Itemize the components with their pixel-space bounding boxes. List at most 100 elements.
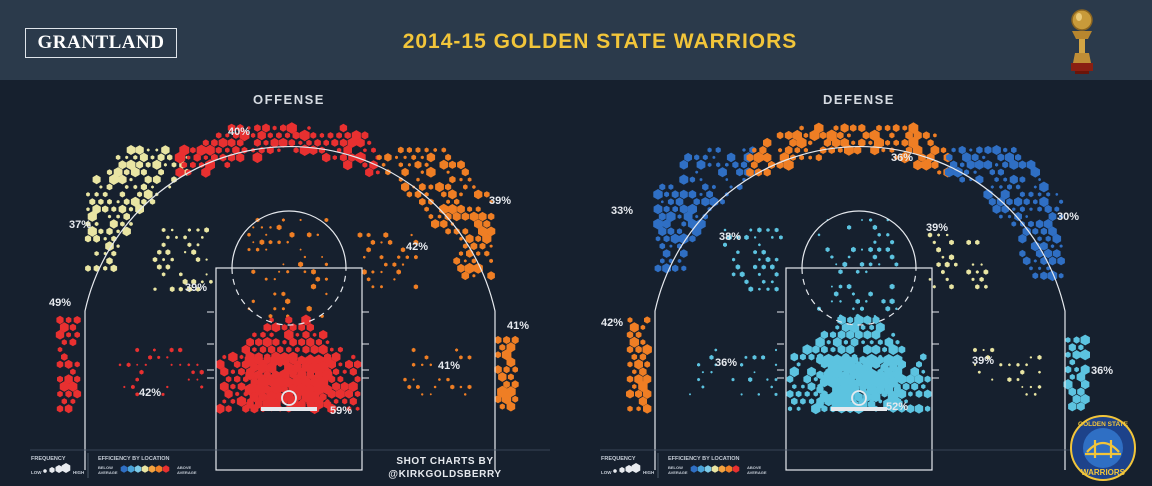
legend-frequency-label: FREQUENCY [601, 456, 636, 462]
chart-mark [312, 332, 317, 337]
chart-mark [116, 200, 120, 204]
chart-mark [799, 125, 804, 131]
chart-mark [974, 363, 976, 366]
zone-pct-label: 39% [489, 195, 511, 207]
chart-mark [667, 227, 675, 236]
chart-mark [338, 362, 343, 367]
chart-mark [659, 242, 666, 250]
chart-mark [807, 382, 816, 392]
chart-mark [55, 329, 65, 340]
chart-mark [1068, 401, 1077, 412]
chart-mark [371, 147, 376, 153]
chart-mark [416, 177, 420, 182]
chart-mark [846, 330, 855, 340]
chart-mark [884, 124, 891, 132]
chart-mark [254, 124, 261, 132]
chart-mark [301, 391, 311, 403]
chart-mark [774, 363, 778, 367]
chart-mark [658, 226, 667, 237]
chart-mark [464, 262, 475, 274]
chart-mark [991, 378, 994, 381]
chart-mark [973, 170, 977, 174]
chart-mark [679, 174, 689, 185]
credit-label: SHOT CHARTS BY [396, 456, 493, 467]
chart-mark [265, 248, 268, 251]
chart-mark [854, 314, 864, 326]
chart-mark [161, 392, 165, 397]
chart-mark [299, 144, 310, 156]
zone-labels: OFFENSE 49% 37% 40% 39% 41% 39% 42% 42% 41% 59% DEF… [49, 92, 1113, 417]
chart-mark [289, 370, 297, 379]
shot-charts: OFFENSE 49% 37% 40% 39% 41% 39% 42% 42% 41% 59% DEF… [30, 92, 1136, 481]
chart-mark [57, 375, 63, 383]
chart-mark [268, 314, 273, 319]
chart-mark [252, 241, 255, 244]
chart-mark [951, 147, 956, 153]
chart-mark [371, 285, 375, 289]
chart-mark [461, 212, 469, 221]
chart-mark [1019, 206, 1025, 213]
chart-mark [98, 198, 104, 205]
chart-mark [302, 345, 310, 354]
chart-mark [211, 138, 218, 147]
chart-mark [667, 198, 674, 206]
chart-mark [924, 375, 931, 383]
chart-mark [664, 191, 670, 198]
chart-mark [421, 393, 424, 396]
chart-mark [201, 235, 204, 239]
chart-mark [333, 368, 340, 376]
chart-mark [295, 332, 300, 337]
chart-mark [744, 234, 749, 240]
chart-mark [770, 280, 774, 284]
chart-mark [457, 204, 465, 214]
chart-mark [842, 261, 848, 268]
chart-mark [1072, 350, 1081, 360]
chart-mark [663, 205, 670, 213]
chart-mark [775, 348, 777, 352]
chart-mark [448, 189, 457, 200]
chart-mark [297, 355, 306, 365]
chart-mark [702, 183, 709, 191]
chart-mark [277, 148, 281, 153]
chart-mark [1078, 344, 1084, 351]
chart-mark [763, 137, 772, 148]
chart-mark [846, 283, 852, 290]
chart-mark [263, 139, 269, 146]
chart-mark [190, 147, 196, 154]
chart-mark [366, 277, 371, 282]
chart-mark [895, 339, 900, 345]
zone-pct-label: 33% [611, 205, 633, 217]
chart-mark [839, 300, 842, 303]
chart-mark [663, 235, 670, 243]
chart-mark [729, 185, 733, 189]
chart-mark [175, 235, 178, 239]
chart-mark [347, 137, 357, 148]
chart-mark [687, 203, 697, 215]
chart-mark [871, 329, 881, 340]
chart-mark [424, 355, 429, 360]
chart-mark [459, 177, 463, 182]
chart-mark [694, 154, 700, 161]
chart-mark [73, 389, 82, 399]
chart-mark [899, 151, 910, 164]
chart-mark [441, 191, 447, 198]
chart-mark [152, 257, 158, 263]
chart-mark [420, 155, 424, 160]
chart-mark [349, 397, 357, 406]
chart-mark [106, 183, 113, 191]
chart-mark [1074, 366, 1079, 373]
chart-mark [892, 354, 903, 366]
chart-mark [483, 220, 491, 228]
chart-mark [470, 242, 478, 251]
chart-mark [181, 161, 188, 169]
chart-mark [1057, 256, 1065, 266]
chart-mark [379, 255, 384, 260]
chart-mark [253, 383, 264, 396]
chart-mark [153, 287, 157, 291]
chart-mark [1037, 236, 1042, 242]
chart-mark [1008, 363, 1011, 367]
chart-mark [626, 375, 634, 383]
chart-mark [790, 352, 799, 362]
grantland-logo: GRANTLAND [25, 28, 177, 58]
chart-mark [884, 337, 894, 348]
